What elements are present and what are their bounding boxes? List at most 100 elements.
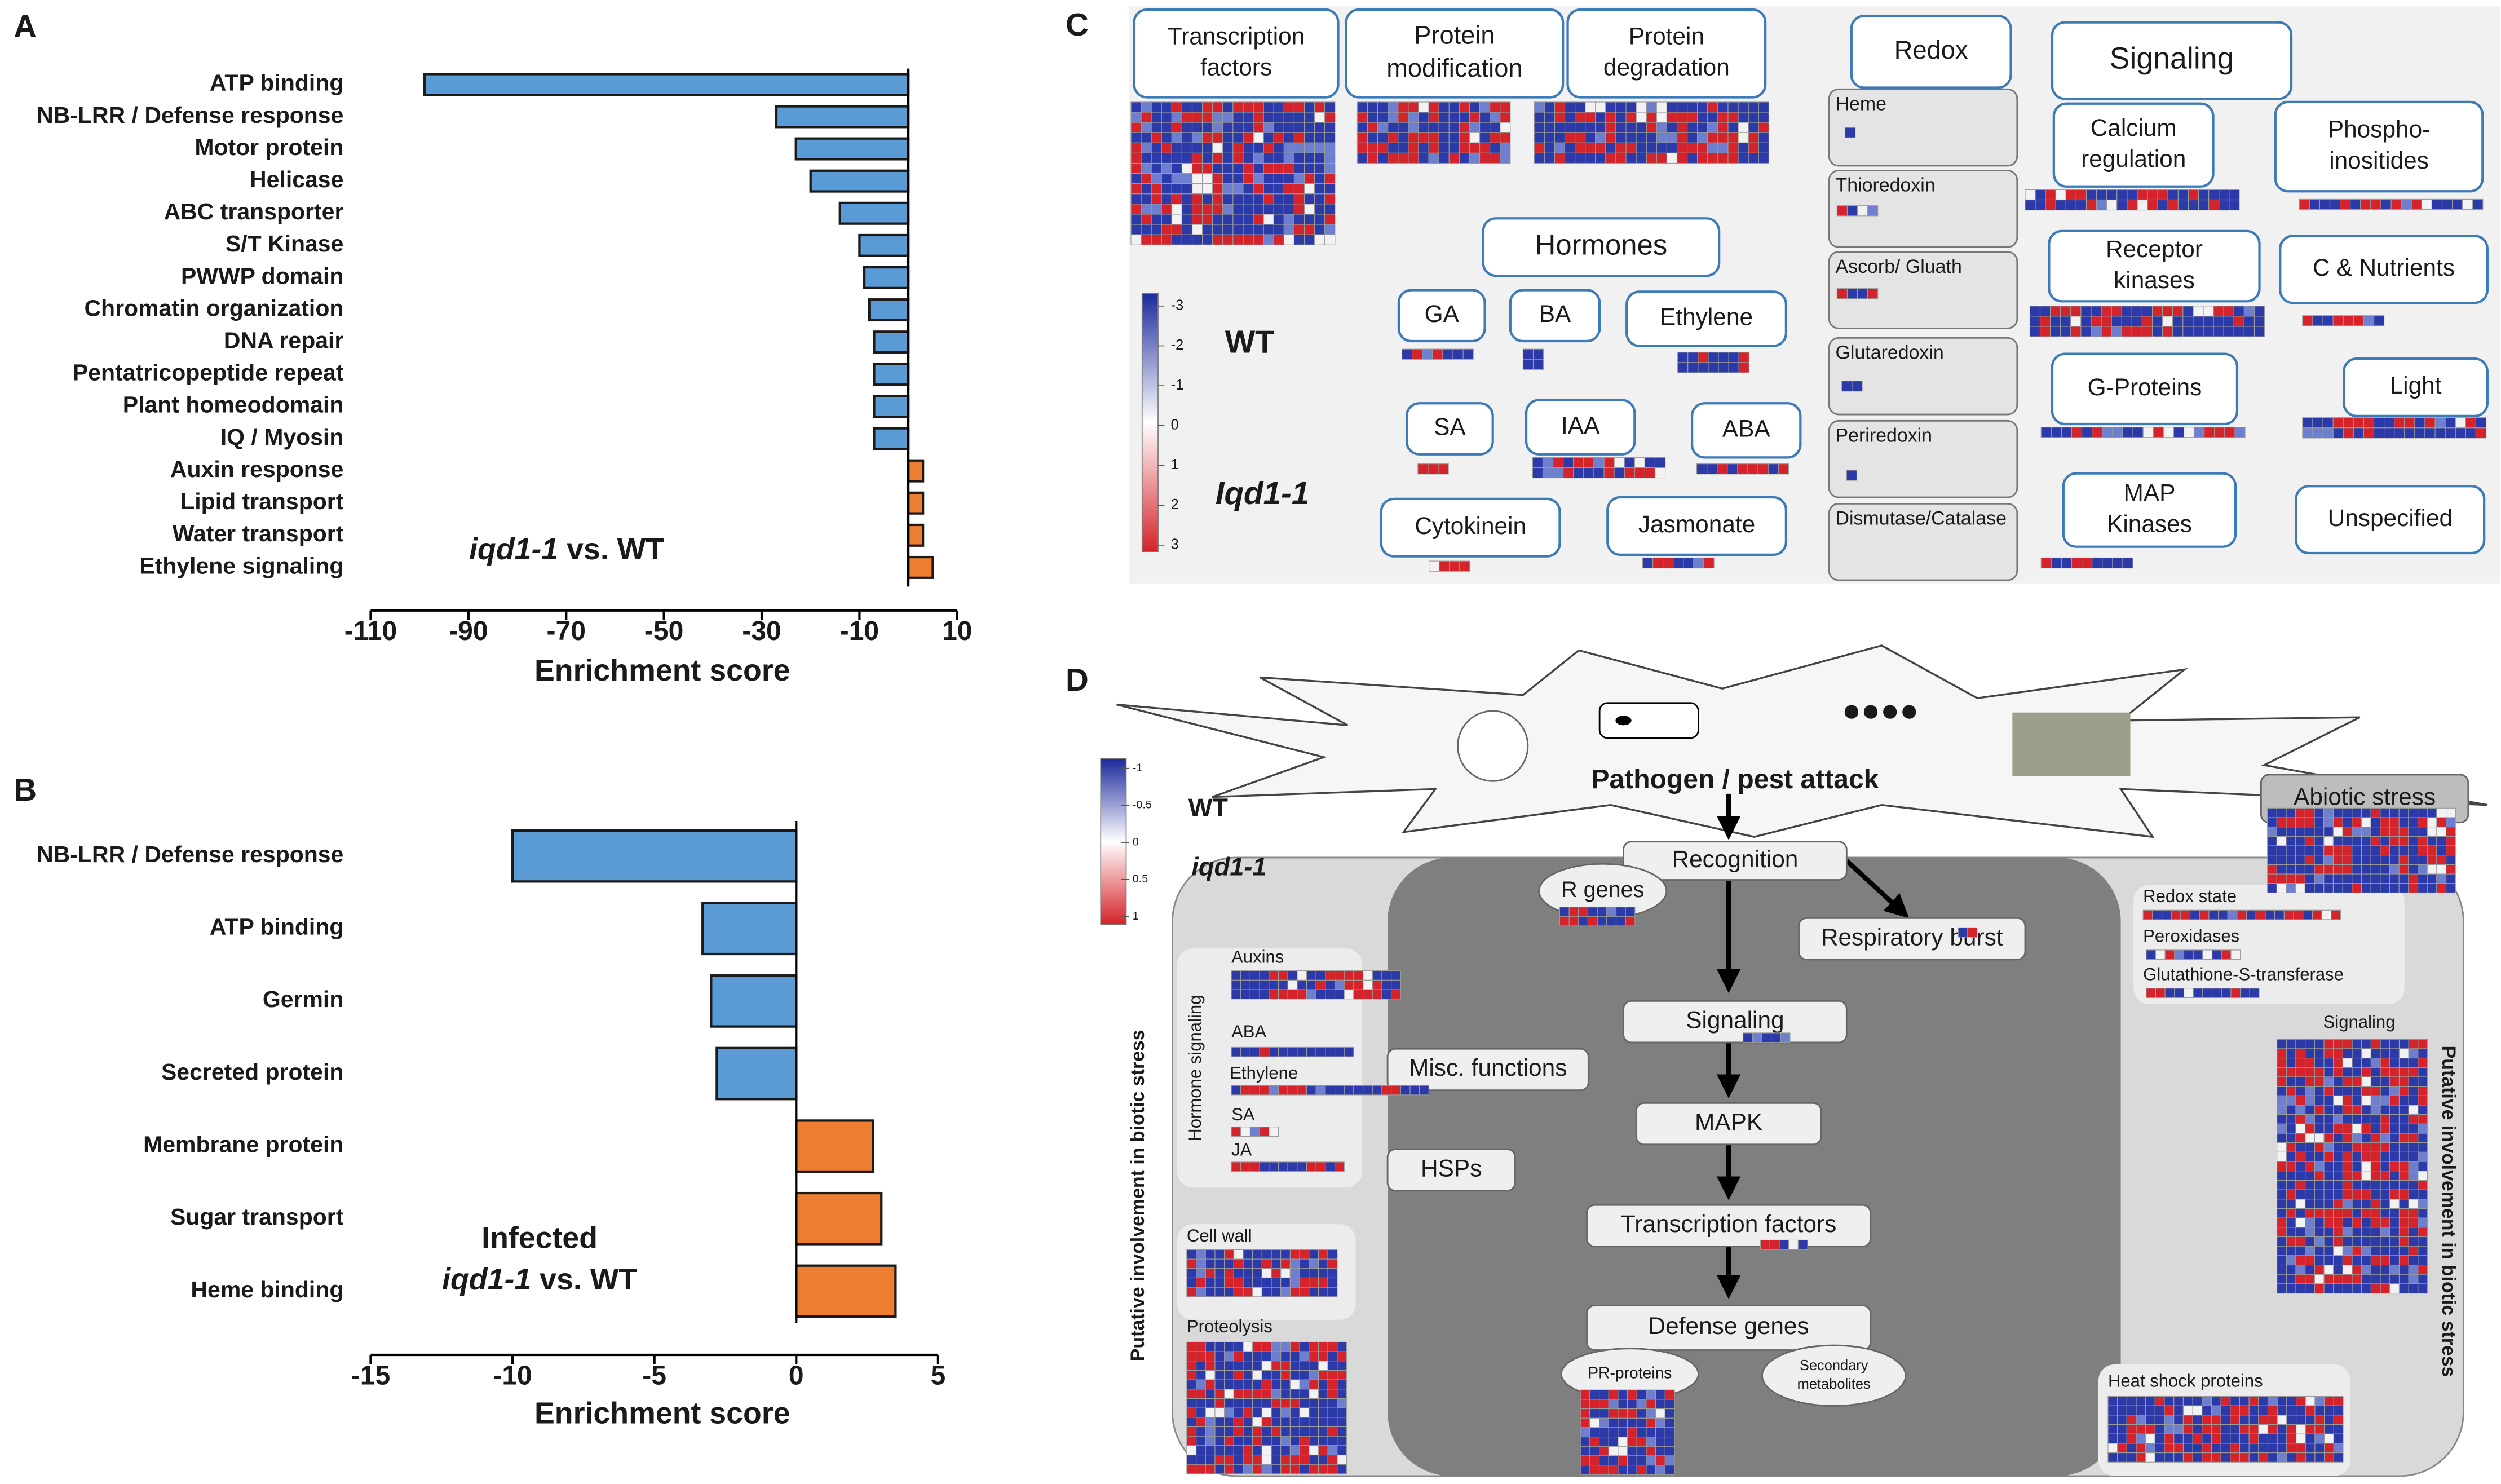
heat-cell xyxy=(1841,381,1853,392)
heat-cell xyxy=(2436,883,2447,894)
heat-cell xyxy=(2230,949,2241,960)
heat-cell xyxy=(2332,873,2343,884)
category-box-label: Light xyxy=(2390,372,2442,399)
heat-cell xyxy=(1656,101,1667,113)
heat-cell xyxy=(2092,427,2103,438)
x-axis-label: Enrichment score xyxy=(534,1397,790,1430)
heat-cell xyxy=(1608,1408,1619,1419)
heat-cell xyxy=(1252,1426,1262,1437)
heat-cell xyxy=(2380,1151,2390,1162)
heat-cell xyxy=(2155,988,2166,999)
heat-cell xyxy=(1318,1268,1328,1279)
heat-cell xyxy=(1261,1370,1272,1380)
heat-cell xyxy=(1306,979,1316,990)
heat-cell xyxy=(2404,427,2415,439)
heat-cell xyxy=(2304,827,2315,837)
heat-cell xyxy=(1644,467,1656,479)
heat-cell xyxy=(1314,173,1325,184)
heat-cell xyxy=(2136,1452,2146,1463)
heat-cell xyxy=(2248,1405,2259,1416)
heat-cell xyxy=(1625,132,1637,143)
heat-cell xyxy=(2333,1039,2343,1049)
heat-cell xyxy=(1500,142,1511,153)
heat-cell xyxy=(1314,193,1325,205)
heat-cell xyxy=(2370,1264,2381,1275)
heat-cell xyxy=(2465,417,2477,429)
x-tick-label: -30 xyxy=(742,616,781,646)
heat-cell xyxy=(1318,1258,1328,1269)
heat-cell xyxy=(1224,1370,1234,1380)
heat-cell xyxy=(1618,1427,1628,1438)
heat-cell xyxy=(1697,112,1708,123)
heat-cell xyxy=(1615,122,1627,133)
heat-cell xyxy=(2333,1105,2343,1115)
group-label: Signaling xyxy=(2323,1012,2396,1032)
heat-cell xyxy=(1196,1454,1206,1465)
heat-cell xyxy=(1263,162,1274,174)
heat-cell xyxy=(1280,1277,1291,1288)
heat-cell xyxy=(2398,883,2409,894)
heat-cell xyxy=(2202,1415,2212,1425)
heat-cell xyxy=(2408,1151,2419,1162)
heat-cell xyxy=(1717,101,1729,113)
hormone-area xyxy=(1177,948,1362,1188)
heat-cell xyxy=(2323,1133,2334,1143)
heat-cell xyxy=(1186,1258,1197,1269)
heat-cell xyxy=(1324,132,1336,143)
heat-cell xyxy=(2082,557,2093,569)
heat-cell xyxy=(1261,1436,1272,1446)
heat-cell xyxy=(2418,1151,2428,1162)
heat-cell xyxy=(2126,1405,2137,1416)
heat-cell xyxy=(1181,132,1193,143)
heat-cell xyxy=(1748,101,1759,113)
heat-cell xyxy=(2380,1246,2390,1256)
heat-cell xyxy=(1575,122,1586,133)
heat-cell xyxy=(1618,1399,1628,1410)
heat-cell xyxy=(2192,1395,2203,1406)
heat-cell xyxy=(2333,1424,2344,1434)
heat-cell xyxy=(1303,193,1315,205)
heat-cell xyxy=(1263,173,1274,184)
heat-cell xyxy=(1271,1398,1282,1408)
heat-cell xyxy=(1522,348,1534,360)
heat-cell xyxy=(2304,845,2315,856)
heat-cell xyxy=(1687,352,1699,363)
heat-cell xyxy=(1243,101,1254,113)
heat-cell xyxy=(2305,1255,2315,1266)
heat-cell xyxy=(1646,132,1657,143)
heat-cell xyxy=(2323,827,2334,837)
heat-cell xyxy=(1500,112,1511,123)
heat-cell xyxy=(2389,1086,2400,1096)
heat-cell xyxy=(2408,1180,2419,1190)
heat-cell xyxy=(2198,199,2210,211)
heat-cell xyxy=(1224,1445,1234,1456)
heat-cell xyxy=(1273,193,1284,205)
heat-cell xyxy=(1646,122,1657,133)
heat-cell xyxy=(1534,122,1545,133)
bar xyxy=(511,829,798,883)
heat-cell xyxy=(2352,1208,2362,1218)
heat-cell xyxy=(1243,1351,1253,1362)
heat-cell xyxy=(2370,1151,2381,1162)
heat-cell xyxy=(1337,1351,1347,1362)
heat-cell xyxy=(2267,807,2277,818)
heat-cell xyxy=(2173,1405,2184,1416)
genotype-label: iqd1-1 xyxy=(1191,853,1266,881)
heat-cell xyxy=(2380,1161,2390,1172)
heat-cell xyxy=(1261,1258,1272,1269)
heat-cell xyxy=(2277,1123,2287,1134)
heat-cell xyxy=(2408,855,2419,865)
heat-cell xyxy=(1324,234,1336,245)
heat-cell xyxy=(2164,1405,2175,1416)
heat-cell xyxy=(2373,427,2385,439)
heat-cell xyxy=(2408,1161,2419,1172)
heat-cell xyxy=(1253,214,1264,225)
heat-cell xyxy=(2322,417,2334,429)
heat-cell xyxy=(1161,142,1172,153)
heat-cell xyxy=(2398,1180,2409,1190)
heat-cell xyxy=(1252,1277,1262,1288)
heat-cell xyxy=(1289,1268,1300,1279)
category-box-label: C & Nutrients xyxy=(2313,254,2455,281)
heat-cell xyxy=(1261,1341,1272,1352)
heat-cell xyxy=(1253,234,1264,245)
